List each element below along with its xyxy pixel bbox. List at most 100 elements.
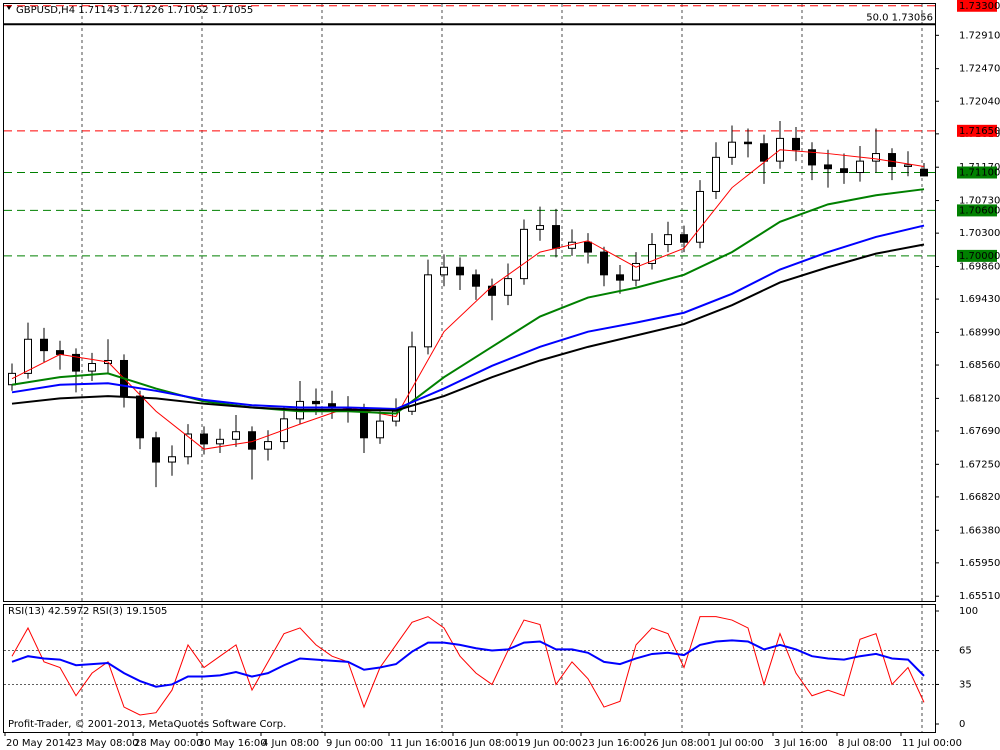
level-label-box <box>957 0 997 12</box>
y-tick-label: 1.67690 <box>959 426 1000 437</box>
y-tick-label: 35 <box>959 679 972 690</box>
candle-body <box>8 372 16 386</box>
time-label: 11 Jul 00:00 <box>902 738 962 749</box>
candle-body <box>904 164 912 167</box>
candle-body <box>520 228 528 280</box>
candle-body <box>440 266 448 276</box>
time-label: 23 May 08:00 <box>70 738 139 749</box>
candle-body <box>792 137 800 151</box>
candle-body <box>728 141 736 158</box>
candle-body <box>664 234 672 246</box>
candle-body <box>808 149 816 166</box>
y-tick-label: 1.68120 <box>959 393 1000 404</box>
candle-body <box>456 266 464 276</box>
y-tick-label: 1.70730 <box>959 196 1000 207</box>
level-label-box <box>957 124 997 137</box>
chart-header: GBPUSD,H4 1.71143 1.71226 1.71052 1.7105… <box>16 5 253 16</box>
level-label-box <box>957 166 997 179</box>
candle-body <box>232 431 240 440</box>
time-label: 16 Jun 08:00 <box>454 738 518 749</box>
rsi-line <box>11 616 925 716</box>
candle-body <box>616 274 624 281</box>
time-label: 19 Jun 00:00 <box>518 738 582 749</box>
time-label: 8 Jul 08:00 <box>838 738 892 749</box>
moving-average <box>11 224 925 411</box>
candle-body <box>136 395 144 439</box>
level-label-box <box>957 249 997 262</box>
time-label: 3 Jul 16:00 <box>774 738 828 749</box>
y-tick-label: 0 <box>959 719 965 730</box>
candle-body <box>760 143 768 162</box>
y-tick-label: 1.69860 <box>959 261 1000 272</box>
level-label: 1.70000 <box>959 251 1000 262</box>
y-tick-label: 1.70300 <box>959 228 1000 239</box>
time-label: 1 Jul 00:00 <box>710 738 764 749</box>
fibo-label: 50.0 1.73056 <box>866 12 933 23</box>
candle-body <box>872 153 880 162</box>
level-label: 1.73300 <box>959 1 1000 12</box>
y-tick-label: 1.72470 <box>959 64 1000 75</box>
candle-body <box>680 234 688 243</box>
time-label: 11 Jun 16:00 <box>390 738 454 749</box>
y-tick-label: 1.66820 <box>959 492 1000 503</box>
candle-body <box>488 285 496 296</box>
candle-body <box>712 156 720 192</box>
level-label-box <box>957 204 997 217</box>
candle-body <box>72 353 80 372</box>
time-label: 23 Jun 16:00 <box>582 738 646 749</box>
candle-body <box>920 168 928 177</box>
candle-body <box>600 251 608 276</box>
candle-body <box>824 164 832 170</box>
y-tick-label: 1.68560 <box>959 360 1000 371</box>
candle-body <box>216 438 224 445</box>
candle-body <box>408 346 416 412</box>
y-tick-label: 1.72910 <box>959 30 1000 41</box>
candle-body <box>856 160 864 174</box>
candle-body <box>504 278 512 296</box>
candle-body <box>152 437 160 463</box>
candle-body <box>584 241 592 253</box>
y-tick-label: 1.66380 <box>959 525 1000 536</box>
candle-body <box>632 262 640 281</box>
candle-body <box>744 141 752 145</box>
y-tick-label: 1.65950 <box>959 558 1000 569</box>
candle-body <box>312 400 320 405</box>
y-tick-label: 1.68990 <box>959 327 1000 338</box>
candle-body <box>168 456 176 463</box>
moving-average <box>11 188 925 415</box>
candle-body <box>40 338 48 352</box>
candle-body <box>376 420 384 439</box>
candle-body <box>696 190 704 243</box>
level-label: 1.70600 <box>959 205 1000 216</box>
candle-body <box>56 350 64 355</box>
y-tick-label: 1.65510 <box>959 591 1000 602</box>
candle-body <box>88 363 96 372</box>
y-tick-label: 65 <box>959 646 972 657</box>
time-label: 28 May 00:00 <box>134 738 203 749</box>
price-panel <box>3 3 936 602</box>
candle-body <box>200 433 208 445</box>
rsi-header: RSI(13) 42.5972 RSI(3) 19.1505 <box>8 606 167 617</box>
copyright: Profit-Trader, © 2001-2013, MetaQuotes S… <box>8 719 286 730</box>
level-label: 1.71100 <box>959 168 1000 179</box>
time-label: 26 Jun 08:00 <box>646 738 710 749</box>
level-label: 1.71650 <box>959 126 1000 137</box>
candle-body <box>24 338 32 374</box>
y-tick-label: 1.67250 <box>959 459 1000 470</box>
candle-body <box>264 441 272 450</box>
candle-body <box>472 274 480 287</box>
time-label: 4 Jun 08:00 <box>262 738 319 749</box>
candle-body <box>424 274 432 348</box>
candle-body <box>184 433 192 458</box>
candle-body <box>360 408 368 439</box>
y-tick-label: 1.69430 <box>959 294 1000 305</box>
moving-average <box>11 243 925 412</box>
rsi-panel <box>3 604 936 733</box>
candle-body <box>840 168 848 174</box>
time-label: 30 May 16:00 <box>198 738 267 749</box>
time-label: 20 May 2014 <box>6 738 71 749</box>
y-tick-label: 1.72040 <box>959 96 1000 107</box>
candle-body <box>552 225 560 249</box>
candle-body <box>536 225 544 230</box>
